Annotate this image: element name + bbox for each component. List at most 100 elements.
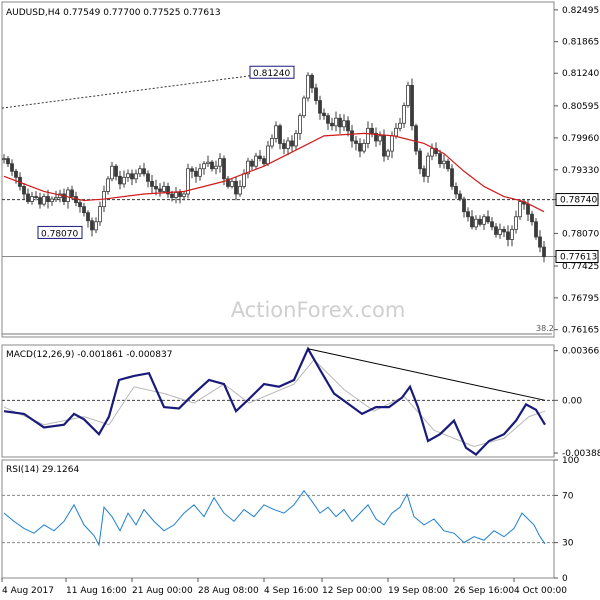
annotation-label: 0.78070 — [41, 229, 78, 239]
macd-panel-frame — [1, 344, 555, 458]
candle-body — [6, 158, 10, 165]
macd-trend-line — [307, 348, 546, 401]
candle-body — [82, 206, 86, 214]
candle-body — [318, 100, 322, 114]
candle-body — [486, 216, 490, 223]
candle-body — [514, 216, 518, 230]
candle-body — [310, 74, 314, 89]
annotation-label: 0.81240 — [253, 69, 290, 79]
candle-body — [462, 198, 466, 213]
candle-body — [406, 84, 410, 106]
candle-body — [242, 173, 246, 187]
candle-body — [142, 168, 146, 175]
candle-body — [254, 155, 258, 167]
candle-body — [282, 143, 286, 149]
candle-body — [370, 127, 374, 134]
rsi-line — [3, 489, 546, 547]
price-tick-label: 0.79960 — [562, 134, 599, 144]
macd-main-line — [3, 346, 546, 456]
x-tick-label: 28 Aug 08:00 — [198, 586, 259, 596]
x-tick-label: 4 Aug 2017 — [2, 586, 54, 596]
candle-body — [250, 160, 254, 167]
candle-body — [214, 165, 218, 170]
macd-tick-label: 0.003662 — [562, 347, 600, 357]
candle-body — [90, 220, 94, 231]
candle-body — [166, 186, 170, 195]
candle-body — [414, 125, 418, 152]
candle-body — [294, 132, 298, 147]
candle-body — [194, 170, 198, 177]
candle-body — [134, 173, 138, 180]
candle-body — [10, 163, 14, 172]
candle-body — [330, 122, 334, 127]
candle-body — [86, 212, 90, 222]
candle-body — [190, 168, 194, 172]
candle-body — [378, 135, 382, 142]
candle-body — [382, 135, 386, 157]
candle-body — [126, 173, 130, 178]
candle-body — [22, 186, 26, 195]
candle-body — [230, 180, 234, 187]
candle-body — [418, 150, 422, 170]
macd-series — [2, 346, 554, 456]
candle-body — [210, 161, 214, 170]
candle-body — [430, 148, 434, 157]
macd-tick-label: -0.003887 — [562, 449, 600, 459]
candle-body — [314, 87, 318, 101]
rsi-tick-label: 100 — [562, 456, 579, 466]
candle-body — [426, 155, 430, 177]
candle-body — [518, 201, 522, 218]
candle-body — [246, 160, 250, 175]
rsi-title: RSI(14) 29.1264 — [6, 465, 79, 475]
candle-body — [174, 192, 178, 198]
candle-body — [498, 228, 502, 235]
candle-body — [402, 105, 406, 124]
candle-body — [162, 186, 166, 192]
candle-body — [534, 221, 538, 238]
candle-body — [30, 196, 34, 202]
x-tick-label: 4 Sep 16:00 — [264, 586, 319, 596]
candle-body — [538, 236, 542, 248]
candle-body — [218, 158, 222, 167]
candle-body — [38, 197, 42, 205]
candle-body — [234, 180, 238, 195]
level-label-box — [555, 250, 599, 264]
candle-body — [158, 188, 162, 192]
price-tick-label: 0.76165 — [562, 326, 599, 336]
candle-body — [54, 197, 58, 200]
candle-body — [306, 74, 310, 99]
candle-body — [366, 127, 370, 144]
price-tick-label: 0.81865 — [562, 38, 599, 48]
x-tick-label: 21 Aug 00:00 — [132, 586, 193, 596]
candle-body — [286, 140, 290, 149]
price-tick-label: 0.81240 — [562, 69, 599, 79]
candle-body — [482, 216, 486, 225]
candle-body — [34, 196, 38, 198]
candle-body — [358, 143, 362, 152]
candle-body — [50, 198, 54, 202]
candle-body — [298, 115, 302, 134]
candle-body — [226, 178, 230, 187]
candle-body — [130, 173, 134, 180]
candle-body — [258, 155, 262, 160]
x-tick-label: 4 Oct 00:00 — [514, 586, 567, 596]
candle-body — [374, 132, 378, 142]
candle-body — [114, 165, 118, 177]
price-tick-label: 0.78070 — [562, 229, 599, 239]
rsi-series — [2, 489, 554, 547]
candle-body — [526, 203, 530, 215]
candle-body — [198, 168, 202, 177]
moving-average-line — [3, 132, 545, 213]
x-tick-label: 26 Sep 16:00 — [454, 586, 514, 596]
candle-body — [502, 228, 506, 233]
watermark: ActionForex.com — [231, 298, 406, 322]
price-panel: AUDUSD,H4 0.77549 0.77700 0.77525 0.7761… — [1, 1, 599, 338]
price-tick-label: 0.80595 — [562, 102, 599, 112]
candle-body — [394, 127, 398, 137]
candle-body — [322, 112, 326, 117]
candle-body — [262, 158, 266, 165]
candle-body — [78, 202, 82, 208]
candle-body — [150, 180, 154, 187]
candle-body — [222, 158, 226, 180]
price-series — [1, 72, 554, 263]
